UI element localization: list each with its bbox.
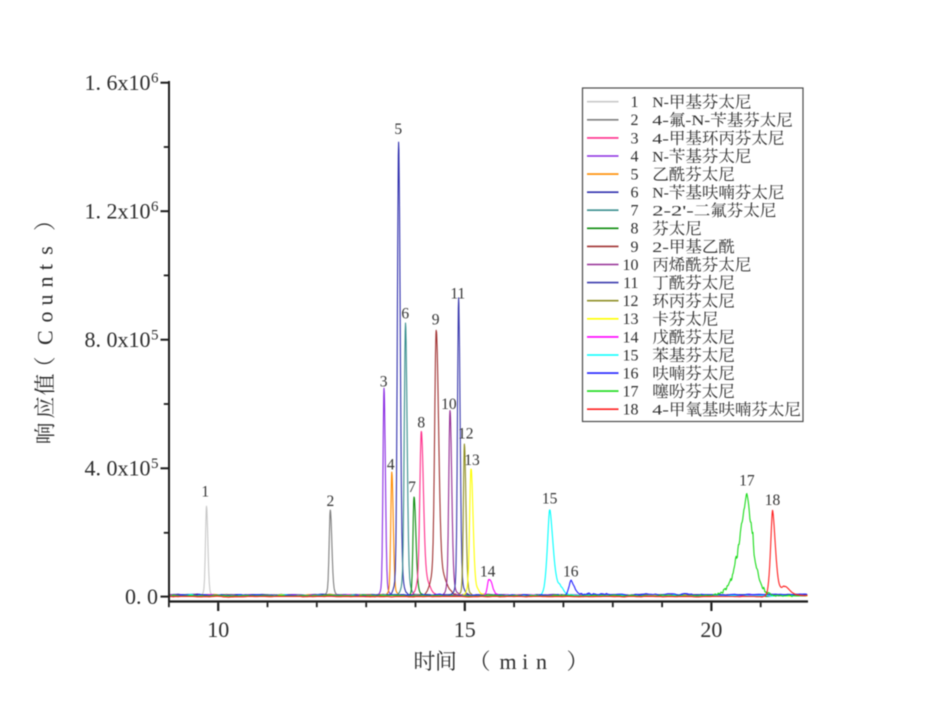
svg-text:2-: 2-: [652, 240, 669, 256]
svg-text:8: 8: [417, 414, 425, 431]
svg-text:14: 14: [623, 329, 639, 346]
svg-text:4-: 4-: [652, 113, 669, 129]
svg-text:17: 17: [623, 384, 639, 401]
svg-text:2: 2: [327, 493, 335, 510]
svg-text:n: n: [536, 649, 547, 674]
svg-text:10: 10: [207, 617, 229, 642]
svg-text:6: 6: [631, 185, 639, 202]
svg-text:N-: N-: [652, 186, 669, 202]
svg-text:1: 1: [631, 94, 639, 111]
svg-text:1. 6x10: 1. 6x10: [85, 70, 151, 95]
svg-text:u: u: [33, 295, 58, 306]
svg-text:14: 14: [480, 563, 496, 580]
svg-text:12: 12: [623, 293, 639, 310]
svg-text:2-2'-: 2-2'-: [652, 204, 694, 220]
svg-text:5: 5: [151, 456, 159, 472]
svg-text:16: 16: [563, 564, 579, 581]
svg-text:N-: N-: [652, 95, 669, 111]
svg-text:8: 8: [631, 221, 639, 238]
svg-text:15: 15: [623, 347, 639, 364]
svg-text:0. 0: 0. 0: [125, 584, 158, 609]
svg-text:i: i: [522, 649, 528, 674]
svg-text:13: 13: [464, 452, 480, 469]
svg-text:m: m: [499, 649, 516, 674]
svg-text:3: 3: [380, 374, 388, 391]
svg-text:5: 5: [394, 121, 402, 138]
svg-text:11: 11: [450, 286, 465, 303]
svg-text:3: 3: [631, 130, 639, 147]
svg-text:5: 5: [151, 328, 159, 344]
svg-text:4-: 4-: [652, 403, 669, 419]
svg-text:-N-: -N-: [685, 113, 710, 129]
svg-text:4. 0x10: 4. 0x10: [85, 456, 151, 481]
svg-text:17: 17: [739, 473, 755, 490]
svg-text:1: 1: [201, 484, 209, 501]
svg-text:10: 10: [623, 257, 639, 274]
svg-text:2: 2: [631, 112, 639, 129]
svg-text:18: 18: [623, 402, 639, 419]
svg-text:t: t: [33, 264, 58, 270]
svg-text:8. 0x10: 8. 0x10: [85, 327, 151, 352]
svg-text:6: 6: [401, 306, 409, 323]
svg-text:4: 4: [387, 457, 395, 474]
svg-text:7: 7: [408, 479, 416, 496]
svg-text:4: 4: [631, 148, 639, 165]
svg-text:s: s: [33, 246, 58, 255]
svg-text:12: 12: [458, 426, 474, 443]
svg-text:16: 16: [623, 365, 639, 382]
svg-text:1. 2x10: 1. 2x10: [85, 199, 151, 224]
svg-text:15: 15: [454, 617, 476, 642]
svg-text:13: 13: [623, 311, 639, 328]
svg-text:4-: 4-: [652, 131, 669, 147]
svg-text:N-: N-: [652, 149, 669, 165]
svg-text:n: n: [33, 277, 58, 288]
svg-text:9: 9: [432, 311, 440, 328]
svg-text:9: 9: [631, 239, 639, 256]
svg-text:5: 5: [631, 167, 639, 184]
svg-text:15: 15: [542, 491, 558, 508]
svg-text:20: 20: [700, 617, 722, 642]
svg-text:11: 11: [623, 275, 638, 292]
svg-text:6: 6: [151, 199, 159, 215]
svg-text:18: 18: [765, 492, 781, 509]
svg-text:6: 6: [151, 71, 159, 87]
svg-text:10: 10: [441, 396, 457, 413]
svg-text:o: o: [33, 312, 58, 323]
svg-text:C: C: [33, 330, 58, 345]
svg-text:7: 7: [631, 203, 639, 220]
